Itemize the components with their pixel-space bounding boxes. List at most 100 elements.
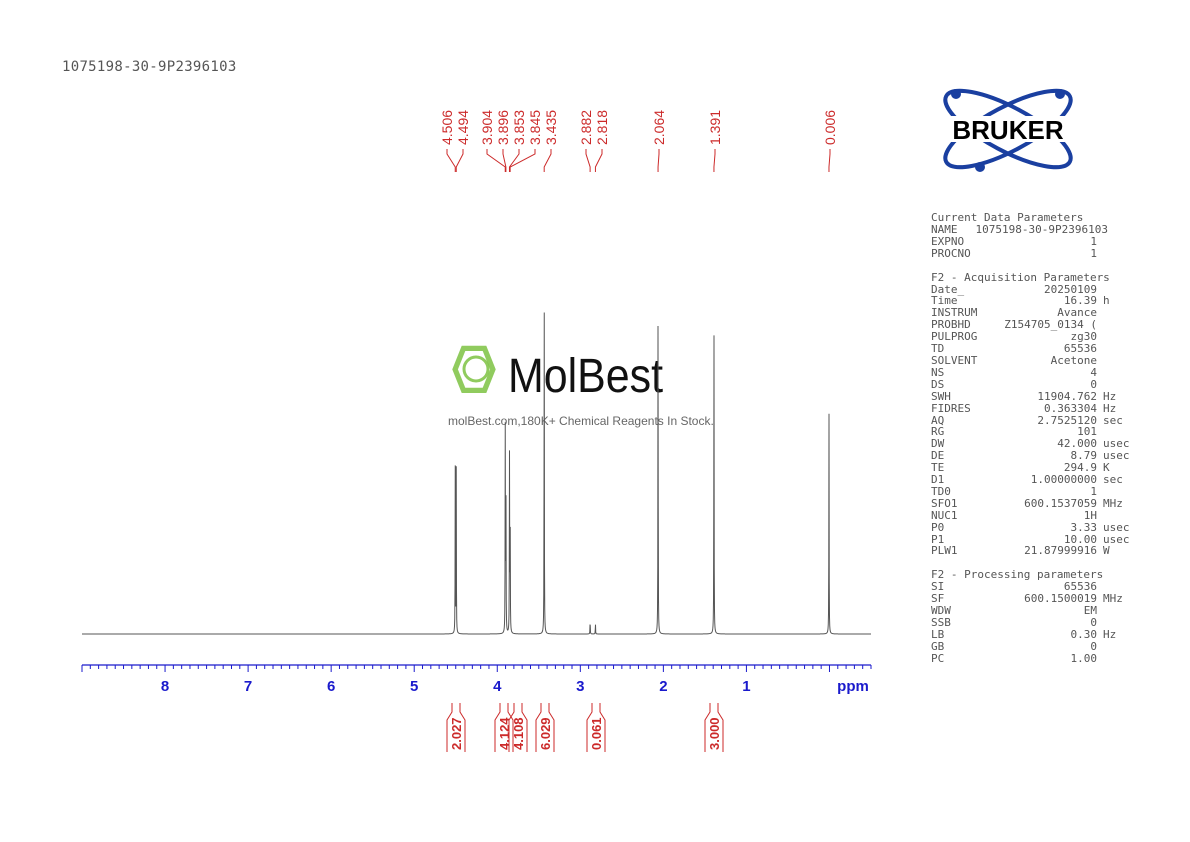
- parameter-value: 0.363304: [1044, 401, 1097, 415]
- parameter-unit: [1097, 307, 1139, 319]
- parameter-key: SSB: [931, 616, 951, 629]
- parameter-unit: usec: [1103, 520, 1130, 534]
- parameter-unit: [1097, 510, 1139, 522]
- parameter-row: RG 101: [931, 426, 1139, 438]
- peak-label: 0.006: [822, 110, 838, 145]
- parameter-key: D1: [931, 473, 945, 487]
- peak-marker-line: [713, 149, 716, 172]
- peak-label: 2.818: [594, 110, 610, 145]
- parameter-unit: MHz: [1103, 592, 1123, 606]
- parameter-unit: usec: [1103, 532, 1130, 546]
- peak-label: 1.391: [707, 110, 723, 145]
- parameter-row: AQ 2.7525120 sec: [931, 413, 1139, 427]
- integral-bracket: [704, 703, 724, 752]
- bruker-logo-text: BRUKER: [952, 115, 1063, 145]
- parameter-value: 20250109: [1044, 282, 1097, 296]
- x-tick-label: 2: [659, 678, 667, 695]
- parameter-unit: MHz: [1103, 496, 1123, 510]
- parameter-key: DE: [931, 449, 945, 463]
- parameter-key: NAME: [931, 222, 958, 236]
- parameter-unit: Hz: [1103, 389, 1117, 403]
- peak-label: 4.494: [455, 110, 471, 145]
- parameter-value: Z154705_0134 (: [1004, 318, 1097, 332]
- parameter-unit: [1097, 653, 1139, 665]
- integral-value: 0.061: [589, 717, 604, 750]
- parameter-row: PROCNO 1: [931, 246, 1139, 260]
- integral-value: 6.029: [538, 717, 553, 750]
- parameter-value: 10.00: [1063, 532, 1097, 546]
- parameter-row: PULPROG zg30: [931, 331, 1139, 343]
- peak-marker-line: [446, 149, 456, 172]
- bruker-logo: BRUKER: [924, 88, 1092, 172]
- peak-marker-line: [502, 149, 507, 172]
- parameter-key: P0: [931, 520, 945, 534]
- parameter-section-title: F2 - Acquisition Parameters: [931, 270, 1110, 284]
- parameter-key: PROCNO: [931, 246, 971, 260]
- peak-marker-line: [594, 149, 603, 172]
- parameter-key: NS: [931, 365, 945, 379]
- parameter-row: DW 42.000 usec: [931, 438, 1139, 450]
- parameter-value: Avance: [1057, 306, 1097, 320]
- parameter-key: TD0: [931, 484, 951, 498]
- parameter-unit: sec: [1103, 413, 1123, 427]
- integral-value: 4.124: [497, 717, 512, 750]
- parameter-value: 1: [1090, 234, 1097, 248]
- parameter-key: P1: [931, 532, 945, 546]
- parameter-row: SWH 11904.762 Hz: [931, 389, 1139, 403]
- parameter-section-title: F2 - Processing parameters: [931, 568, 1104, 582]
- parameter-row: WDW EM: [931, 605, 1139, 617]
- parameter-key: PLW1: [931, 544, 958, 558]
- integral-bracket: [446, 703, 466, 752]
- parameter-row: TE 294.9 K: [931, 462, 1139, 474]
- parameter-value: 1.00000000: [1030, 473, 1097, 487]
- parameter-row: Date_ 20250109: [931, 282, 1139, 296]
- parameter-value: 0: [1090, 616, 1097, 629]
- x-tick-label: 1: [742, 678, 750, 695]
- parameter-value: 21.87999916: [1024, 544, 1097, 558]
- watermark-tagline: molBest.com,180K+ Chemical Reagents In S…: [448, 414, 714, 428]
- x-axis-label: ppm: [837, 678, 869, 695]
- peak-marker-line: [543, 149, 552, 172]
- parameter-unit: [1097, 641, 1139, 653]
- parameter-row: TD 65536: [931, 343, 1139, 355]
- integral-bracket: [586, 703, 606, 752]
- parameter-key: DW: [931, 437, 945, 451]
- parameter-unit: [1097, 355, 1139, 367]
- x-tick-label: 5: [410, 678, 418, 695]
- parameter-value: 0: [1090, 377, 1097, 391]
- parameter-value: 1.00: [1070, 651, 1098, 665]
- parameter-unit: [1097, 331, 1139, 343]
- integral-value: 4.108: [511, 717, 526, 750]
- parameter-value: 1: [1090, 484, 1097, 498]
- parameter-key: SFO1: [931, 496, 958, 510]
- parameter-key: PC: [931, 651, 945, 665]
- x-tick-label: 7: [244, 678, 252, 695]
- parameter-value: 2.7525120: [1037, 413, 1097, 427]
- parameter-value: 16.39: [1063, 294, 1097, 308]
- integral-bracket: [535, 703, 555, 752]
- parameter-value: 1H: [1083, 508, 1097, 522]
- x-tick-label: 3: [576, 678, 584, 695]
- parameter-unit: Hz: [1103, 627, 1117, 641]
- parameter-value: 4: [1090, 365, 1097, 379]
- parameter-row: PLW1 21.87999916 W: [931, 545, 1139, 557]
- parameter-row: NUC1 1H: [931, 508, 1139, 522]
- parameter-key: PROBHD: [931, 318, 971, 332]
- peak-label: 3.435: [543, 110, 559, 145]
- integral-value: 3.000: [707, 717, 722, 750]
- parameter-key: AQ: [931, 413, 945, 427]
- parameter-unit: usec: [1103, 449, 1130, 463]
- parameter-row: PC 1.00: [931, 651, 1139, 665]
- parameter-unit: usec: [1103, 437, 1130, 451]
- parameter-row: TD0 1: [931, 486, 1139, 498]
- parameter-unit: [1097, 379, 1139, 391]
- parameter-value: 1: [1090, 246, 1097, 260]
- peak-label: 3.853: [511, 110, 527, 145]
- peak-marker-line: [508, 149, 520, 172]
- parameter-row: D1 1.00000000 sec: [931, 474, 1139, 486]
- parameter-unit: [1097, 236, 1139, 248]
- parameter-key: RG: [931, 425, 945, 439]
- parameter-value: 600.1537059: [1024, 496, 1097, 510]
- parameter-unit: Hz: [1103, 401, 1117, 415]
